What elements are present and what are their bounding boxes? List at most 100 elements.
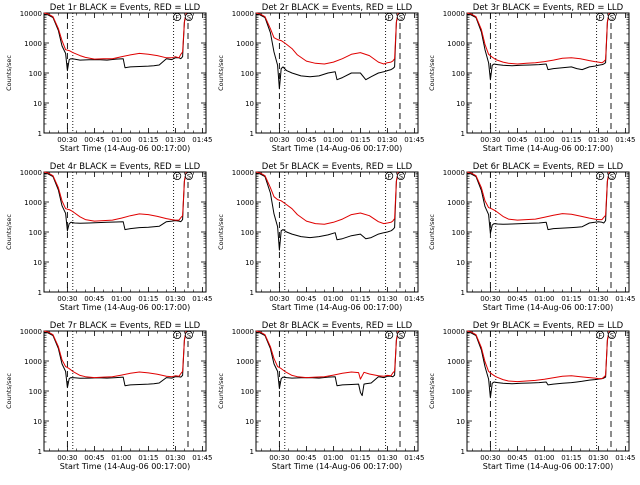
marker-circle	[607, 12, 616, 21]
x-tick-label: 00:30	[480, 295, 500, 303]
panel-title: Det 2r BLACK = Events, RED = LLD	[262, 3, 413, 13]
series-line-lld	[466, 12, 610, 65]
flag-marker-s: S	[184, 171, 193, 181]
panel-title: Det 5r BLACK = Events, RED = LLD	[262, 162, 413, 172]
marker-circle	[607, 330, 616, 339]
panel-title: Det 6r BLACK = Events, RED = LLD	[473, 162, 624, 172]
x-tick-label: 01:30	[377, 136, 397, 144]
y-tick-label: 10000	[443, 169, 465, 177]
x-tick-label: 00:30	[269, 136, 289, 144]
plot-frame	[255, 171, 419, 293]
x-tick-label: 01:45	[404, 454, 424, 462]
marker-label: F	[387, 173, 391, 181]
panel-title: Det 8r BLACK = Events, RED = LLD	[262, 321, 413, 331]
y-axis-label: Counts/sec	[5, 55, 13, 91]
marker-label: S	[399, 173, 403, 181]
y-tick-label: 1000	[236, 358, 254, 366]
y-tick-label: 1	[38, 130, 42, 138]
detector-panel-4: Det 4r BLACK = Events, RED = LLD 1 10 100 10…	[5, 162, 212, 312]
series-line-events	[43, 12, 187, 72]
x-tick-label: 01:15	[350, 295, 370, 303]
marker-label: F	[175, 173, 179, 181]
x-tick-label: 00:30	[57, 295, 77, 303]
detector-panel-5: Det 5r BLACK = Events, RED = LLD 1 10 100 10…	[217, 162, 424, 312]
flag-marker-f: F	[173, 12, 182, 22]
series-line-events	[466, 12, 610, 81]
x-tick-label: 01:00	[111, 295, 131, 303]
x-tick-label: 01:30	[377, 454, 397, 462]
y-tick-label: 10	[245, 259, 254, 267]
marker-label: S	[399, 332, 403, 340]
x-axis-label: Start Time (14-Aug-06 00:17:00)	[272, 144, 403, 153]
y-tick-label: 1000	[447, 358, 465, 366]
x-tick-label: 01:15	[138, 295, 158, 303]
x-tick-label: 01:45	[192, 295, 212, 303]
x-tick-label: 01:00	[323, 295, 343, 303]
x-axis-label: Start Time (14-Aug-06 00:17:00)	[483, 462, 614, 471]
x-tick-label: 00:30	[269, 454, 289, 462]
marker-circle	[396, 12, 405, 21]
x-tick-label: 01:00	[323, 136, 343, 144]
marker-circle	[596, 330, 605, 339]
panel-title: Det 3r BLACK = Events, RED = LLD	[473, 3, 624, 13]
x-tick-label: 01:45	[404, 136, 424, 144]
x-tick-label: 01:30	[165, 454, 185, 462]
marker-circle	[184, 171, 193, 180]
flag-marker-s: S	[607, 171, 616, 181]
x-tick-label: 01:30	[165, 136, 185, 144]
y-tick-label: 1	[38, 448, 42, 456]
y-tick-label: 1	[250, 448, 254, 456]
x-tick-label: 01:00	[111, 136, 131, 144]
marker-circle	[596, 171, 605, 180]
x-tick-label: 01:15	[350, 454, 370, 462]
flag-marker-f: F	[385, 330, 394, 340]
y-tick-label: 10000	[443, 10, 465, 18]
marker-label: F	[387, 332, 391, 340]
y-tick-label: 10000	[232, 10, 254, 18]
x-tick-label: 01:30	[165, 295, 185, 303]
x-axis-label: Start Time (14-Aug-06 00:17:00)	[60, 303, 191, 312]
marker-label: S	[187, 173, 191, 181]
y-axis-label: Counts/sec	[217, 214, 225, 250]
y-tick-label: 10000	[20, 10, 42, 18]
detector-panel-6: Det 6r BLACK = Events, RED = LLD 1 10 100 10…	[428, 162, 635, 312]
flag-marker-f: F	[596, 171, 605, 181]
marker-label: F	[598, 14, 602, 22]
x-tick-label: 01:00	[323, 454, 343, 462]
y-tick-label: 1	[461, 289, 465, 297]
flag-marker-f: F	[385, 171, 394, 181]
y-tick-label: 100	[241, 229, 254, 237]
x-tick-label: 01:45	[615, 136, 635, 144]
x-axis-label: Start Time (14-Aug-06 00:17:00)	[60, 462, 191, 471]
series-line-events	[466, 330, 610, 399]
marker-circle	[396, 330, 405, 339]
flag-marker-s: S	[396, 171, 405, 181]
x-tick-label: 00:30	[57, 454, 77, 462]
marker-circle	[173, 12, 182, 21]
y-tick-label: 100	[241, 388, 254, 396]
x-tick-label: 00:45	[296, 454, 316, 462]
series-line-lld	[466, 171, 610, 221]
x-tick-label: 00:45	[296, 136, 316, 144]
flag-marker-f: F	[173, 171, 182, 181]
x-tick-label: 01:45	[404, 295, 424, 303]
series-line-lld	[43, 330, 187, 379]
y-tick-label: 10000	[20, 328, 42, 336]
x-tick-label: 00:30	[269, 295, 289, 303]
y-axis-label: Counts/sec	[217, 373, 225, 409]
marker-circle	[396, 171, 405, 180]
series-line-lld	[255, 330, 399, 380]
marker-label: F	[598, 332, 602, 340]
series-line-events	[255, 171, 399, 251]
flag-marker-s: S	[607, 12, 616, 22]
detector-panel-1: Det 1r BLACK = Events, RED = LLD 1 10 100 10…	[5, 3, 212, 153]
x-tick-label: 01:00	[534, 136, 554, 144]
flag-marker-f: F	[385, 12, 394, 22]
x-tick-label: 01:45	[615, 295, 635, 303]
y-tick-label: 10000	[232, 328, 254, 336]
series-line-lld	[466, 330, 610, 383]
y-axis-label: Counts/sec	[428, 373, 436, 409]
flag-marker-s: S	[184, 330, 193, 340]
y-tick-label: 1000	[447, 199, 465, 207]
y-tick-label: 10000	[20, 169, 42, 177]
